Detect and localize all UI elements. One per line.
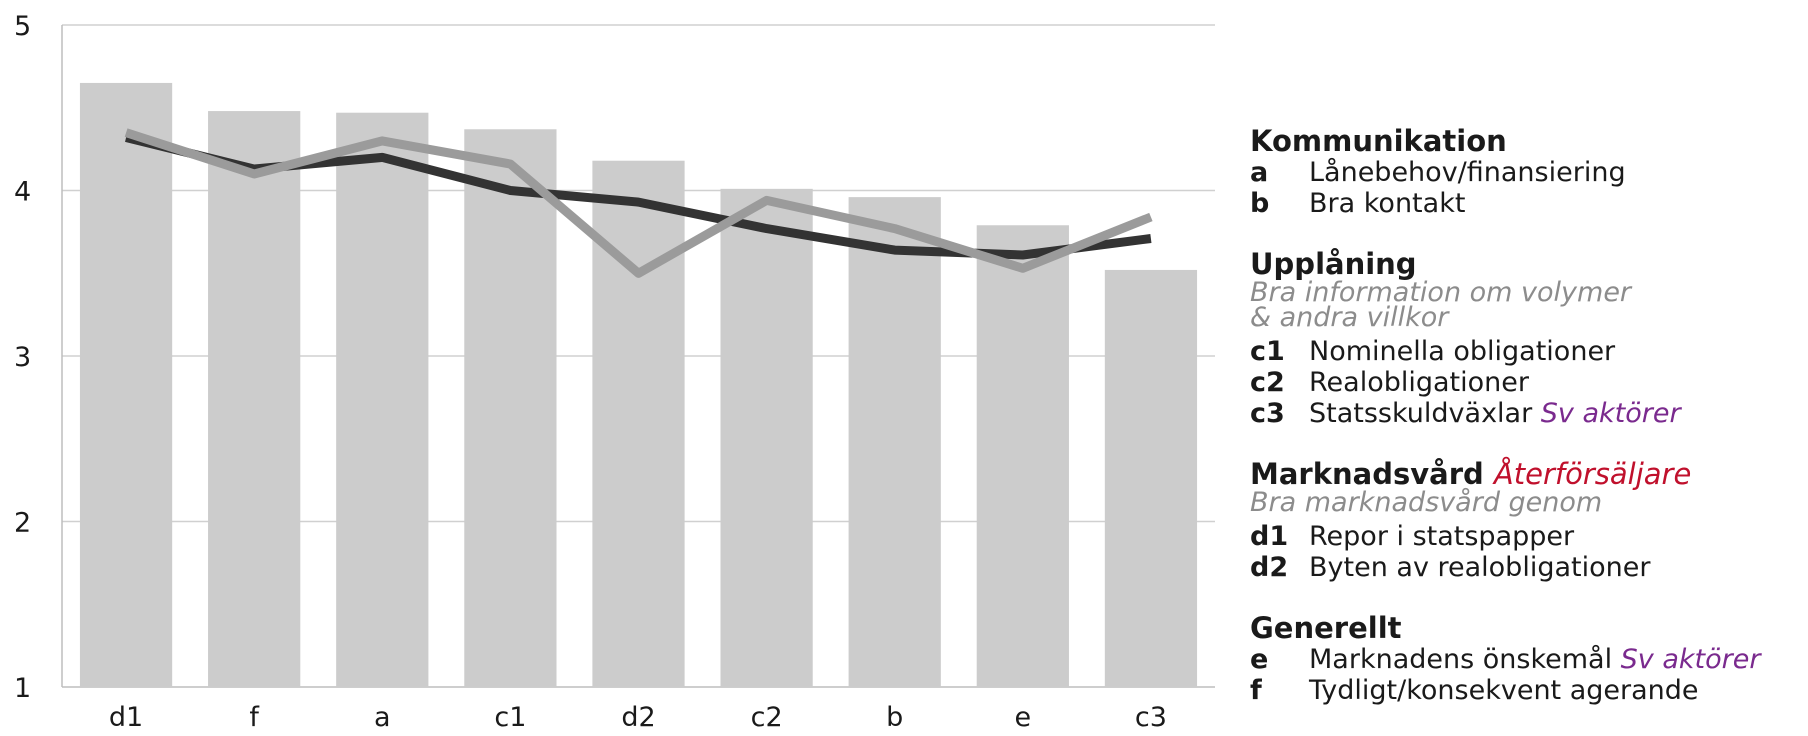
legend-item-code: d1 [1250, 521, 1289, 552]
legend-subtitle: Bra marknadsvård genom [1250, 487, 1800, 518]
y-axis-ticks: 1 2 3 4 5 [14, 11, 31, 704]
legend-item: c3 Statsskuldväxlar Sv aktörer [1250, 398, 1800, 429]
legend-item-code: c3 [1250, 398, 1285, 429]
legend-item: d1 Repor i statspapper [1250, 521, 1800, 552]
legend-heading-text: Marknadsvård [1250, 457, 1484, 491]
legend-item-code: a [1250, 157, 1269, 188]
legend-item-code: e [1250, 644, 1269, 675]
y-tick-label: 5 [14, 11, 31, 42]
legend-item-label: Byten av realobligationer [1309, 552, 1651, 583]
legend-group-generellt: Generellt e Marknadens önskemål Sv aktöre… [1250, 611, 1800, 707]
legend-group-kommunikation: Kommunikation a Lånebehov/finansiering b B… [1250, 124, 1800, 220]
legend-item: f Tydligt/konsekvent agerande [1250, 675, 1800, 706]
legend-heading: Generellt [1250, 611, 1402, 645]
legend-subtitle-line: Bra information om volymer [1250, 277, 1632, 308]
legend-item-tag: Sv aktörer [1620, 644, 1761, 675]
bar [79, 82, 173, 688]
legend-item-code: f [1250, 675, 1262, 706]
legend-item-label: Marknadens önskemål [1309, 644, 1613, 675]
legend-item-code: b [1250, 188, 1270, 219]
bar [464, 129, 557, 687]
x-tick-label: b [886, 702, 903, 731]
legend-item-tag: Sv aktörer [1540, 398, 1681, 429]
lines [124, 128, 1153, 278]
y-tick-label: 1 [14, 673, 31, 704]
y-tick-label: 4 [14, 177, 31, 208]
legend-item: a Lånebehov/finansiering [1250, 157, 1800, 188]
legend-item-label: Tydligt/konsekvent agerande [1309, 675, 1699, 706]
bar [848, 197, 941, 687]
bar [592, 160, 685, 687]
legend-heading: Marknadsvård Återförsäljare [1250, 459, 1800, 490]
legend-item: c1 Nominella obligationer [1250, 336, 1800, 367]
legend-item-label: Bra kontakt [1309, 188, 1466, 219]
legend-item: c2 Realobligationer [1250, 367, 1800, 398]
bar [720, 188, 813, 687]
x-tick-label: d1 [109, 702, 143, 731]
x-tick-label: d2 [621, 702, 655, 731]
bars [79, 82, 1198, 688]
legend-group-upplaning: Upplåning Bra information om volymer & a… [1250, 247, 1800, 430]
legend-item-label: Lånebehov/finansiering [1309, 157, 1626, 188]
legend: Kommunikation a Lånebehov/finansiering b B… [1250, 126, 1800, 736]
x-tick-label: c2 [751, 702, 783, 731]
bar [1104, 269, 1198, 687]
legend-item-label: Repor i statspapper [1309, 521, 1575, 552]
x-tick-label: f [249, 702, 260, 731]
x-tick-label: e [1015, 702, 1032, 731]
legend-item: b Bra kontakt [1250, 188, 1800, 219]
bar [336, 112, 429, 688]
legend-item-code: c1 [1250, 336, 1285, 367]
legend-heading: Upplåning [1250, 247, 1417, 281]
x-tick-label: c3 [1135, 702, 1167, 731]
legend-subtitle-line: & andra villkor [1250, 302, 1449, 333]
legend-heading: Kommunikation [1250, 124, 1507, 158]
bar [208, 111, 301, 687]
y-tick-label: 2 [14, 508, 31, 539]
legend-heading-tag: Återförsäljare [1493, 457, 1692, 491]
series-line-2 [124, 128, 1153, 278]
x-tick-label: a [374, 702, 391, 731]
legend-item-code: d2 [1250, 552, 1289, 583]
legend-item-label: Realobligationer [1309, 367, 1529, 398]
legend-item-code: c2 [1250, 367, 1285, 398]
legend-subtitle-line: Bra marknadsvård genom [1250, 487, 1603, 518]
legend-item: d2 Byten av realobligationer [1250, 552, 1800, 583]
y-tick-label: 3 [14, 342, 31, 373]
x-axis-ticks: d1 f a c1 d2 c2 b e c3 [109, 702, 1167, 731]
bar [976, 225, 1069, 687]
x-tick-label: c1 [494, 702, 526, 731]
legend-group-marknadsvard: Marknadsvård Återförsäljare Bra marknads… [1250, 459, 1800, 584]
legend-item: e Marknadens önskemål Sv aktörer [1250, 644, 1800, 675]
legend-item-label: Statsskuldväxlar [1309, 398, 1533, 429]
legend-subtitle: Bra information om volymer & andra villk… [1250, 277, 1800, 333]
legend-item-label: Nominella obligationer [1309, 336, 1616, 367]
